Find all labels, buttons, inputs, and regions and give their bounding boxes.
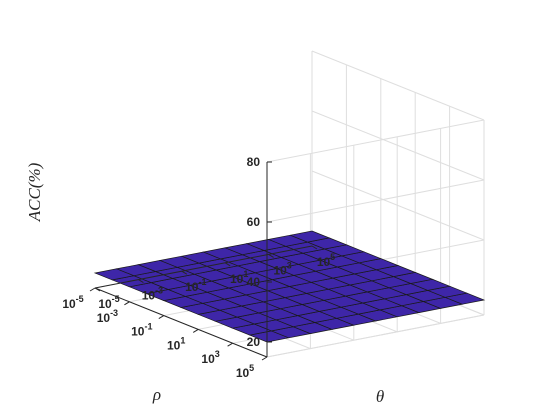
surface-mesh bbox=[93, 230, 486, 343]
rho-tick-label: 103 bbox=[201, 349, 219, 366]
grid-line bbox=[311, 170, 485, 241]
rho-tick-mark bbox=[124, 301, 130, 306]
rho-tick-mark bbox=[261, 356, 268, 361]
theta-tick-mark bbox=[138, 279, 144, 284]
theta-tick-label: 103 bbox=[273, 260, 291, 277]
rho-tick-mark bbox=[227, 342, 233, 347]
theta-tick-mark bbox=[268, 253, 274, 258]
rho-tick-label: 105 bbox=[236, 363, 254, 380]
theta-tick-label: 10-5 bbox=[98, 294, 119, 311]
rho-axis-line bbox=[94, 287, 268, 358]
grid-line bbox=[266, 314, 485, 358]
rho-tick-label: 10-1 bbox=[131, 322, 152, 339]
theta-tick-mark bbox=[181, 270, 188, 275]
theta-tick-label: 10-3 bbox=[142, 286, 163, 303]
theta-tick-label: 10-1 bbox=[185, 277, 206, 294]
grid-line bbox=[266, 119, 485, 163]
theta-tick-label: 105 bbox=[317, 252, 335, 269]
z-tick-label: 60 bbox=[247, 215, 261, 229]
rho-tick-mark bbox=[192, 328, 199, 333]
z-tick-labels: 20 40 60 80 bbox=[247, 155, 261, 349]
grid-line bbox=[311, 110, 485, 181]
rho-tick-label: 10-5 bbox=[62, 294, 83, 311]
rho-tick-mark bbox=[89, 287, 96, 292]
axes bbox=[89, 161, 318, 361]
surface-cell bbox=[289, 230, 331, 243]
rho-tick-label: 101 bbox=[167, 335, 185, 352]
z-tick-label: 40 bbox=[247, 275, 261, 289]
rho-axis-label: ρ bbox=[152, 385, 161, 404]
rho-tick-mark bbox=[158, 315, 165, 320]
z-axis-label: ACC(%) bbox=[25, 162, 44, 222]
theta-tick-mark bbox=[94, 287, 101, 292]
theta-tick-labels: 10-5 10-3 10-1 101 103 105 bbox=[98, 252, 335, 311]
rho-tick-label: 10-3 bbox=[97, 308, 118, 325]
theta-tick-label: 101 bbox=[230, 269, 248, 286]
theta-axis-label: θ bbox=[376, 387, 384, 406]
z-tick-label: 20 bbox=[247, 335, 261, 349]
theta-tick-mark bbox=[224, 262, 231, 267]
theta-tick-mark bbox=[311, 245, 318, 250]
z-tick-label: 80 bbox=[247, 155, 261, 169]
grid-line bbox=[266, 179, 485, 223]
grid-line bbox=[311, 50, 485, 121]
theta-axis-line bbox=[94, 245, 313, 289]
